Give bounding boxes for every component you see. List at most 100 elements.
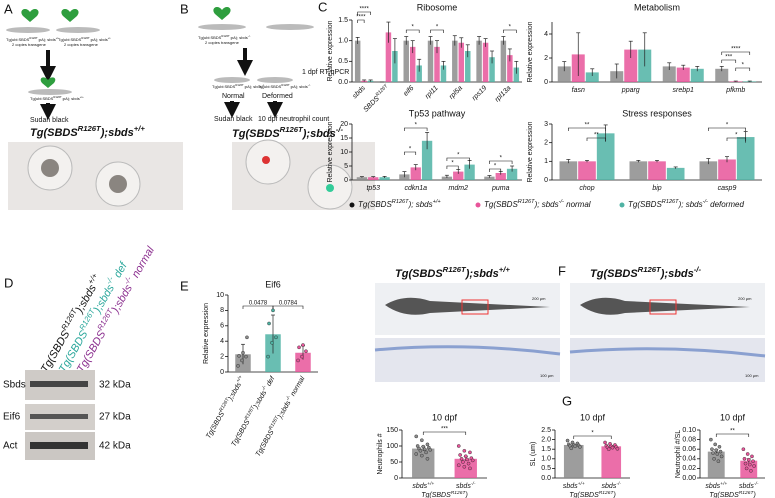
x-axis-label: Tg(SBDSR126T) bbox=[709, 490, 756, 498]
bar bbox=[465, 51, 471, 82]
bar bbox=[476, 40, 482, 82]
x-tick-label: fasn bbox=[572, 87, 585, 94]
bar bbox=[506, 168, 518, 180]
fish bbox=[266, 24, 314, 30]
y-tick-label: 0.02 bbox=[682, 465, 696, 472]
y-tick-label: 0.00 bbox=[682, 475, 696, 482]
bar bbox=[507, 55, 513, 82]
data-point bbox=[244, 354, 248, 359]
y-tick-label: 1.5 bbox=[541, 446, 551, 453]
x-tick-label: rpl11 bbox=[424, 85, 440, 101]
x-axis-label: Tg(SBDSR126T) bbox=[421, 490, 468, 498]
legend-marker bbox=[619, 202, 625, 208]
data-point bbox=[300, 354, 304, 359]
x-tick-label: chop bbox=[579, 185, 594, 192]
y-tick-label: 0.0 bbox=[541, 475, 551, 482]
significance-bracket bbox=[404, 127, 428, 131]
significance-bracket bbox=[489, 160, 513, 164]
chart-title: Tp53 pathway bbox=[409, 108, 466, 118]
heart bbox=[213, 7, 231, 21]
method: Sudan black bbox=[30, 117, 69, 124]
bar bbox=[585, 72, 599, 82]
x-tick-label: mdm2 bbox=[449, 185, 469, 192]
data-point bbox=[710, 447, 714, 452]
significance-label: * bbox=[415, 123, 418, 129]
data-point bbox=[461, 460, 465, 464]
band bbox=[30, 414, 88, 419]
note: 2 copies transgene bbox=[64, 42, 99, 47]
significance-bracket bbox=[721, 51, 751, 55]
genotype: Tg(ubi:SBDSR126T;pA); sbds-/- bbox=[258, 83, 310, 89]
data-point bbox=[459, 456, 464, 461]
bar bbox=[454, 458, 477, 478]
significance-bracket bbox=[726, 137, 746, 141]
bar bbox=[368, 177, 379, 180]
significance-label: * bbox=[494, 164, 497, 170]
x-tick-label: Tg(SBDSR126T);sbds-/- normal bbox=[253, 374, 307, 458]
bar bbox=[707, 451, 725, 478]
bar bbox=[403, 40, 409, 82]
bar bbox=[662, 66, 676, 82]
protein: Act bbox=[3, 441, 18, 452]
chart-title: Eif6 bbox=[265, 279, 281, 289]
bar bbox=[718, 159, 736, 180]
y-tick-label: 2.5 bbox=[541, 427, 551, 434]
yolk bbox=[109, 175, 127, 193]
significance-label: ** bbox=[730, 429, 735, 435]
y-tick-label: 1.0 bbox=[541, 456, 551, 463]
bar bbox=[559, 161, 578, 180]
phenotype: Deformed bbox=[262, 93, 293, 100]
significance-bracket bbox=[422, 431, 467, 435]
significance-bracket bbox=[503, 29, 517, 33]
genotype: Tg(ubi:SBDSR126T;pA); sbds+/- bbox=[6, 36, 59, 42]
data-point bbox=[425, 442, 430, 447]
chart-title: 10 dpf bbox=[432, 412, 458, 422]
data-point bbox=[236, 364, 240, 368]
y-axis-label: Relative expression bbox=[527, 21, 534, 82]
y-tick-label: 2 bbox=[220, 353, 224, 360]
significance-label: * bbox=[457, 153, 460, 159]
y-axis-label: Neutrophils # bbox=[377, 433, 384, 474]
bar bbox=[412, 448, 435, 478]
method: 1 dpf RT-qPCR bbox=[302, 69, 349, 76]
y-tick-label: 50 bbox=[390, 459, 398, 466]
y-tick-label: 4 bbox=[544, 31, 548, 38]
data-point bbox=[466, 461, 471, 466]
significance-bracket bbox=[357, 11, 371, 15]
x-tick-label: sbds-/- bbox=[456, 481, 476, 490]
y-tick-label: 150 bbox=[386, 427, 398, 434]
data-point bbox=[741, 447, 746, 452]
x-tick-label: bip bbox=[652, 185, 661, 192]
bar bbox=[629, 161, 648, 180]
significance-label: **** bbox=[356, 15, 366, 21]
x-tick-label: sbds+/+ bbox=[705, 481, 727, 490]
x-tick-label: rpl5a bbox=[448, 85, 464, 101]
panel-label: G bbox=[562, 393, 572, 408]
data-point bbox=[712, 456, 716, 461]
data-point bbox=[304, 349, 308, 354]
data-point bbox=[745, 452, 750, 456]
data-point bbox=[241, 350, 245, 355]
method: 10 dpf neutrophil count bbox=[258, 116, 329, 123]
fish bbox=[198, 24, 246, 30]
significance-bracket bbox=[446, 157, 470, 161]
significance-bracket bbox=[735, 67, 751, 71]
bar bbox=[578, 161, 596, 180]
significance-label: * bbox=[591, 431, 594, 437]
bar bbox=[410, 167, 421, 180]
protein: Sbds bbox=[3, 380, 26, 391]
data-point bbox=[719, 454, 724, 459]
data-point bbox=[606, 447, 611, 452]
significance-label: ** bbox=[594, 133, 599, 139]
x-tick-label: rpl13a bbox=[494, 85, 513, 104]
x-tick-label: sbds-/- bbox=[602, 481, 622, 490]
data-point bbox=[565, 438, 570, 443]
data-point bbox=[573, 444, 577, 449]
x-tick-label: casp9 bbox=[718, 185, 737, 192]
chart-title: Ribosome bbox=[417, 2, 458, 12]
panel-a: Tg(ubi:SBDSR126T;pA); sbds+/- Tg(ubi:SBD… bbox=[6, 9, 183, 210]
y-tick-label: 1.5 bbox=[338, 17, 348, 24]
significance-label: **** bbox=[359, 7, 369, 13]
data-point bbox=[717, 444, 722, 449]
data-point bbox=[465, 457, 469, 462]
